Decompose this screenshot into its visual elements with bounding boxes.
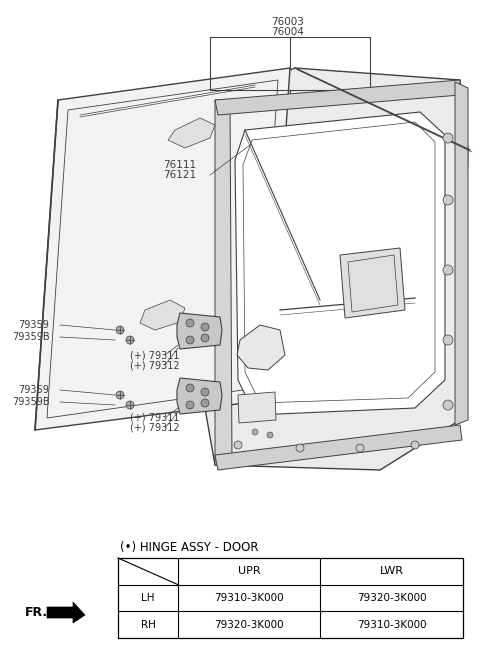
Circle shape — [116, 326, 124, 334]
Text: 79310-3K000: 79310-3K000 — [214, 593, 284, 603]
Circle shape — [411, 441, 419, 449]
Polygon shape — [177, 313, 222, 349]
Circle shape — [201, 399, 209, 407]
Circle shape — [201, 388, 209, 396]
Text: (+) 79311: (+) 79311 — [130, 413, 180, 423]
Text: FR.: FR. — [25, 606, 48, 619]
Polygon shape — [168, 118, 215, 148]
Polygon shape — [215, 100, 232, 465]
Circle shape — [443, 335, 453, 345]
Text: RH: RH — [141, 620, 156, 630]
Polygon shape — [340, 248, 405, 318]
Text: (+) 79312: (+) 79312 — [130, 423, 180, 433]
Circle shape — [116, 391, 124, 399]
Text: 79359: 79359 — [18, 320, 49, 330]
Text: 79310-3K000: 79310-3K000 — [357, 620, 426, 630]
Text: (+) 79311: (+) 79311 — [130, 350, 180, 360]
Text: LWR: LWR — [380, 566, 404, 576]
Circle shape — [126, 401, 134, 409]
Text: LH: LH — [141, 593, 155, 603]
Circle shape — [201, 323, 209, 331]
Circle shape — [186, 384, 194, 392]
Circle shape — [186, 319, 194, 327]
Circle shape — [126, 336, 134, 344]
Text: 79320-3K000: 79320-3K000 — [214, 620, 284, 630]
Circle shape — [443, 133, 453, 143]
Polygon shape — [215, 80, 460, 115]
Text: 79359B: 79359B — [12, 397, 49, 407]
Text: 76003: 76003 — [271, 17, 304, 27]
Text: 76121: 76121 — [163, 170, 196, 180]
Circle shape — [201, 334, 209, 342]
Text: 79320-3K000: 79320-3K000 — [357, 593, 426, 603]
Circle shape — [443, 265, 453, 275]
Text: UPR: UPR — [238, 566, 260, 576]
Circle shape — [443, 400, 453, 410]
Circle shape — [186, 336, 194, 344]
Text: (+) 79312: (+) 79312 — [130, 360, 180, 370]
Polygon shape — [215, 425, 462, 470]
Polygon shape — [200, 68, 468, 470]
Polygon shape — [35, 68, 290, 430]
Polygon shape — [177, 378, 222, 414]
Text: 76004: 76004 — [271, 27, 304, 37]
Circle shape — [267, 432, 273, 438]
Polygon shape — [237, 325, 285, 370]
Text: 76111: 76111 — [163, 160, 196, 170]
Text: 79359B: 79359B — [12, 332, 49, 342]
Polygon shape — [238, 392, 276, 423]
Circle shape — [252, 429, 258, 435]
Polygon shape — [47, 602, 85, 623]
Polygon shape — [235, 112, 445, 415]
Text: (•) HINGE ASSY - DOOR: (•) HINGE ASSY - DOOR — [120, 542, 259, 555]
Circle shape — [443, 195, 453, 205]
Polygon shape — [140, 300, 185, 330]
Circle shape — [234, 441, 242, 449]
Polygon shape — [455, 82, 468, 425]
Circle shape — [296, 444, 304, 452]
Circle shape — [356, 444, 364, 452]
Text: 79359: 79359 — [18, 385, 49, 395]
Circle shape — [186, 401, 194, 409]
